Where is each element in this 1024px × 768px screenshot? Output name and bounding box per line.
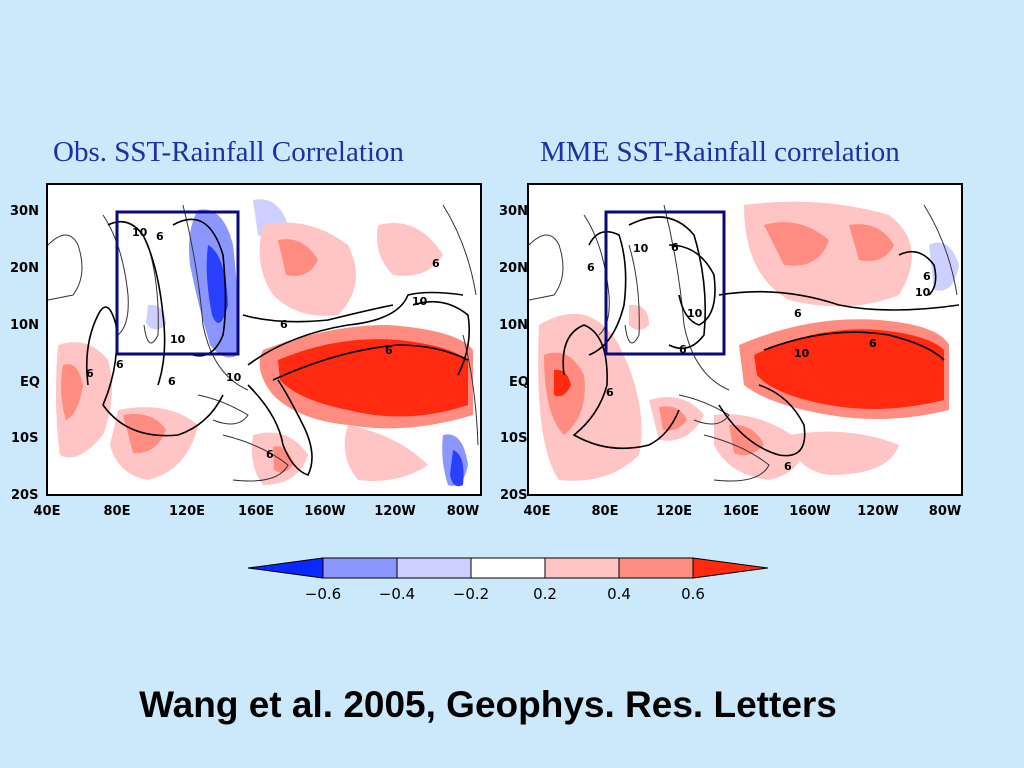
lat-label: 20S <box>500 488 528 503</box>
contour-label: 10 <box>687 307 703 320</box>
contour-label: 10 <box>132 226 148 239</box>
lon-label: 160E <box>722 504 760 519</box>
lat-label: 30N <box>10 204 39 219</box>
contour-label: 10 <box>915 286 931 299</box>
colorbar-bin <box>322 557 398 579</box>
right-panel-title: MME SST-Rainfall correlation <box>540 136 900 168</box>
contour-label: 6 <box>432 257 440 270</box>
colorbar-tick: −0.6 <box>304 585 342 603</box>
contour-label: 6 <box>156 230 164 243</box>
contour-label: 6 <box>869 337 877 350</box>
colorbar-bin <box>470 557 546 579</box>
lat-label: 20S <box>11 488 39 503</box>
left-map-svg: 10 6 6 6 10 6 6 10 6 6 10 6 <box>48 199 479 487</box>
lon-label: 120E <box>655 504 693 519</box>
left-correlation-map: 10 6 6 6 10 6 6 10 6 6 10 6 <box>46 183 482 496</box>
contour-label: 6 <box>587 261 595 274</box>
contour-label: 10 <box>794 347 810 360</box>
colorbar-bin <box>396 557 472 579</box>
lon-label: 160E <box>237 504 275 519</box>
lon-label: 80E <box>591 504 619 519</box>
contour-label: 10 <box>633 242 649 255</box>
contour-label: 6 <box>385 344 393 357</box>
lon-label: 40E <box>33 504 61 519</box>
citation: Wang et al. 2005, Geophys. Res. Letters <box>139 684 837 725</box>
lat-label: 10S <box>11 431 39 446</box>
contour-label: 6 <box>266 448 274 461</box>
colorbar-tick: 0.2 <box>533 585 557 603</box>
colorbar-bin <box>544 557 620 579</box>
contour-label: 6 <box>116 358 124 371</box>
lat-label: 20N <box>10 261 39 276</box>
contour-label: 6 <box>168 375 176 388</box>
colorbar-tick: −0.2 <box>452 585 490 603</box>
contour-label: 6 <box>679 343 687 356</box>
lat-label: 10N <box>10 318 39 333</box>
contour-label: 6 <box>86 367 94 380</box>
lat-label: 20N <box>499 261 528 276</box>
contour-label: 6 <box>606 386 614 399</box>
lon-label: 80E <box>103 504 131 519</box>
lat-label: 10N <box>499 318 528 333</box>
lon-label: 80W <box>928 504 962 519</box>
contour-label: 10 <box>226 371 242 384</box>
contour-label: 6 <box>671 241 679 254</box>
lon-label: 120W <box>374 504 416 519</box>
colorbar-left-arrow <box>248 557 324 579</box>
lon-label: 120E <box>168 504 206 519</box>
lon-label: 160W <box>304 504 346 519</box>
lon-label: 40E <box>523 504 551 519</box>
lat-label: EQ <box>20 375 40 390</box>
lat-label: 30N <box>499 204 528 219</box>
lon-label: 160W <box>789 504 831 519</box>
lon-label: 80W <box>446 504 480 519</box>
lon-label: 120W <box>857 504 899 519</box>
contour-label: 10 <box>412 295 428 308</box>
left-panel-title: Obs. SST-Rainfall Correlation <box>53 136 404 168</box>
contour-label: 10 <box>170 333 186 346</box>
colorbar <box>248 557 769 579</box>
contour-label: 6 <box>923 270 931 283</box>
contour-label: 6 <box>794 307 802 320</box>
right-map-svg: 10 6 6 6 10 6 6 10 6 6 10 6 <box>529 201 960 482</box>
contour-label: 6 <box>280 318 288 331</box>
right-correlation-map: 10 6 6 6 10 6 6 10 6 6 10 6 <box>527 183 963 496</box>
colorbar-bin <box>618 557 694 579</box>
colorbar-tick: 0.6 <box>681 585 705 603</box>
colorbar-right-arrow <box>692 557 769 579</box>
lat-label: EQ <box>509 375 529 390</box>
colorbar-tick: 0.4 <box>607 585 631 603</box>
colorbar-tick: −0.4 <box>378 585 416 603</box>
contour-label: 6 <box>784 460 792 473</box>
lat-label: 10S <box>500 431 528 446</box>
